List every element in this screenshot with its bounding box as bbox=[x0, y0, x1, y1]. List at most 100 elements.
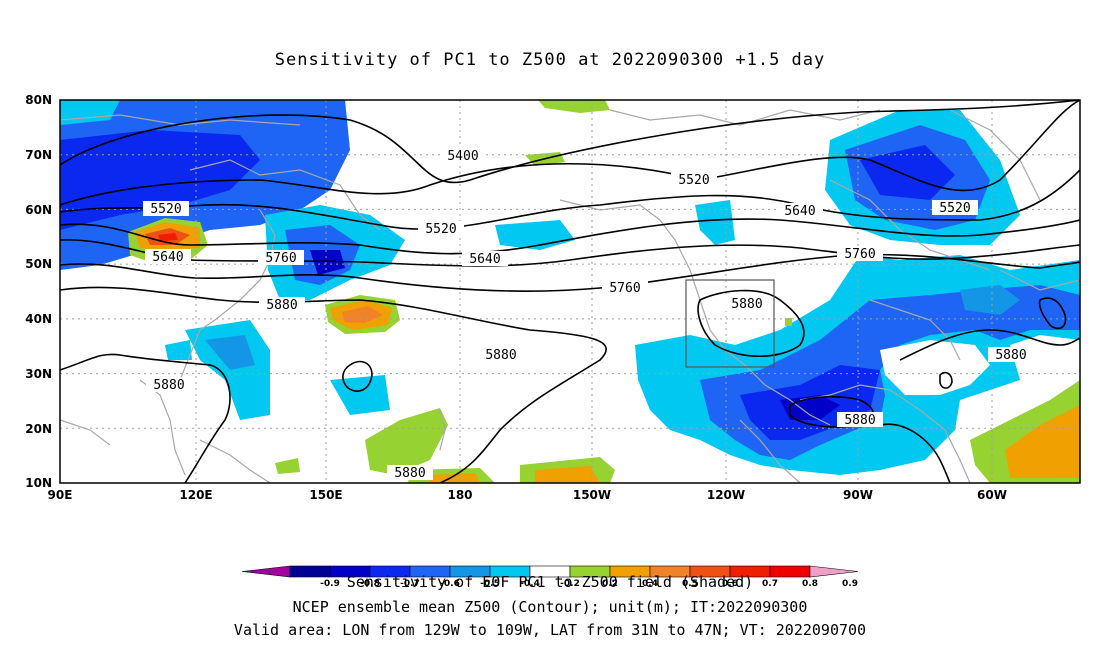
svg-text:5520: 5520 bbox=[425, 222, 456, 237]
contour-line bbox=[60, 239, 1080, 267]
lat-tick-label: 40N bbox=[25, 312, 52, 326]
colorbar-tick-label: -0.7 bbox=[400, 579, 420, 589]
negative-region bbox=[880, 340, 990, 395]
lat-tick-label: 10N bbox=[25, 476, 52, 490]
coastline bbox=[60, 114, 301, 126]
contour-line bbox=[60, 218, 1080, 255]
colorbar-tick-label: 0.4 bbox=[642, 579, 658, 589]
svg-text:5880: 5880 bbox=[731, 297, 762, 312]
lat-tick-label: 20N bbox=[25, 422, 52, 436]
contour-line bbox=[60, 169, 1080, 230]
svg-text:5760: 5760 bbox=[844, 247, 875, 262]
contour-line bbox=[60, 286, 607, 483]
caption-line-3: Valid area: LON from 129W to 109W, LAT f… bbox=[233, 621, 867, 639]
contour-label: 5880 bbox=[478, 347, 524, 363]
positive-region bbox=[1005, 405, 1080, 478]
positive-region bbox=[538, 100, 610, 113]
positive-region bbox=[535, 466, 600, 483]
colorbar-tick-label: 0.7 bbox=[762, 579, 778, 589]
svg-text:5400: 5400 bbox=[447, 149, 478, 164]
colorbar-extend-high bbox=[809, 565, 859, 578]
contour-label: 5520 bbox=[418, 221, 464, 237]
lon-tick-label: 60W bbox=[977, 488, 1007, 502]
lon-tick-label: 120E bbox=[179, 488, 212, 502]
svg-text:5520: 5520 bbox=[150, 202, 181, 217]
coastline bbox=[559, 199, 831, 426]
colorbar-tick-label: -0.5 bbox=[480, 579, 500, 589]
contour-line bbox=[939, 371, 953, 389]
colorbar-tick-label: 0.6 bbox=[722, 579, 738, 589]
contour-label: 5760 bbox=[602, 280, 648, 296]
coastlines bbox=[60, 109, 1080, 483]
shaded-sensitivity bbox=[60, 100, 1080, 483]
lat-tick-label: 80N bbox=[25, 93, 52, 107]
caption-line-2: NCEP ensemble mean Z500 (Contour); unit(… bbox=[292, 598, 808, 616]
lat-tick-label: 70N bbox=[25, 148, 52, 162]
colorbar-tick-label: -0.6 bbox=[440, 579, 460, 589]
svg-text:5880: 5880 bbox=[995, 348, 1026, 363]
negative-region bbox=[185, 320, 270, 420]
contour-line bbox=[60, 253, 1080, 292]
positive-region bbox=[785, 318, 792, 326]
svg-text:5520: 5520 bbox=[939, 201, 970, 216]
svg-text:5880: 5880 bbox=[153, 378, 184, 393]
negative-region bbox=[695, 200, 735, 245]
lat-tick-label: 30N bbox=[25, 367, 52, 381]
negative-region bbox=[165, 340, 192, 360]
colorbar-tick-label: -0.9 bbox=[320, 579, 340, 589]
contour-label: 5520 bbox=[932, 200, 978, 216]
svg-text:5760: 5760 bbox=[609, 281, 640, 296]
colorbar-tick-label: -0.2 bbox=[560, 579, 580, 589]
positive-region bbox=[158, 233, 178, 241]
colorbar-tick-label: -0.8 bbox=[360, 579, 380, 589]
coastline bbox=[829, 179, 991, 271]
negative-region bbox=[780, 395, 840, 420]
negative-region bbox=[330, 375, 390, 415]
svg-text:5760: 5760 bbox=[265, 251, 296, 266]
colorbar-tick-label: 0.2 bbox=[602, 579, 618, 589]
coastline bbox=[439, 409, 446, 451]
contour-line bbox=[899, 329, 1080, 361]
contour-label: 5640 bbox=[145, 249, 191, 265]
contour-line bbox=[879, 423, 951, 483]
lat-tick-label: 60N bbox=[25, 203, 52, 217]
contour-label: 5880 bbox=[259, 297, 305, 313]
contour-label-group: 5400 5520 5520 5520 5520 5640 5640 5640 … bbox=[143, 148, 1034, 481]
contour-line bbox=[342, 360, 373, 392]
svg-text:5880: 5880 bbox=[844, 413, 875, 428]
colorbar: -0.9 -0.8 -0.7 -0.6 -0.5 -0.4 -0.2 0.2 0.4 0.5 0.6… bbox=[241, 565, 859, 589]
svg-text:5640: 5640 bbox=[784, 204, 815, 219]
contour-label: 5640 bbox=[777, 203, 823, 219]
lon-tick-label: 180 bbox=[447, 488, 472, 502]
lon-tick-label: 90E bbox=[48, 488, 73, 502]
contour-line bbox=[60, 100, 1080, 184]
valid-area-box bbox=[685, 279, 775, 368]
contour-label: 5400 bbox=[440, 148, 486, 164]
lat-axis: 80N 70N 60N 50N 40N 30N 20N 10N bbox=[25, 93, 52, 490]
negative-region bbox=[960, 285, 1020, 315]
svg-text:5640: 5640 bbox=[469, 252, 500, 267]
colorbar-tick-label: -0.4 bbox=[520, 579, 540, 589]
negative-region bbox=[860, 145, 955, 200]
svg-text:5880: 5880 bbox=[266, 298, 297, 313]
contour-line bbox=[60, 353, 231, 483]
contour-label: 5760 bbox=[837, 246, 883, 262]
colorbar-tick-label: 0.9 bbox=[842, 579, 858, 589]
lon-axis: 90E 120E 150E 180 150W 120W 90W 60W bbox=[48, 488, 1007, 502]
contour-line bbox=[697, 289, 805, 358]
map-frame bbox=[59, 99, 1081, 484]
contour-label: 5880 bbox=[837, 412, 883, 428]
lat-tick-label: 50N bbox=[25, 257, 52, 271]
negative-region bbox=[205, 335, 255, 370]
lon-tick-label: 120W bbox=[707, 488, 745, 502]
caption-line-1: Sensitivity of EOF PC1 to Z500 field (Sh… bbox=[346, 573, 754, 591]
map-plot-area: 5400 5520 5520 5520 5520 5640 5640 5640 … bbox=[60, 100, 1080, 483]
positive-region bbox=[430, 473, 480, 483]
contour-label: 5640 bbox=[462, 251, 508, 267]
coastline bbox=[609, 109, 881, 126]
svg-text:5880: 5880 bbox=[394, 466, 425, 481]
coastline bbox=[189, 159, 381, 231]
positive-region bbox=[365, 408, 448, 475]
negative-region bbox=[310, 250, 345, 275]
